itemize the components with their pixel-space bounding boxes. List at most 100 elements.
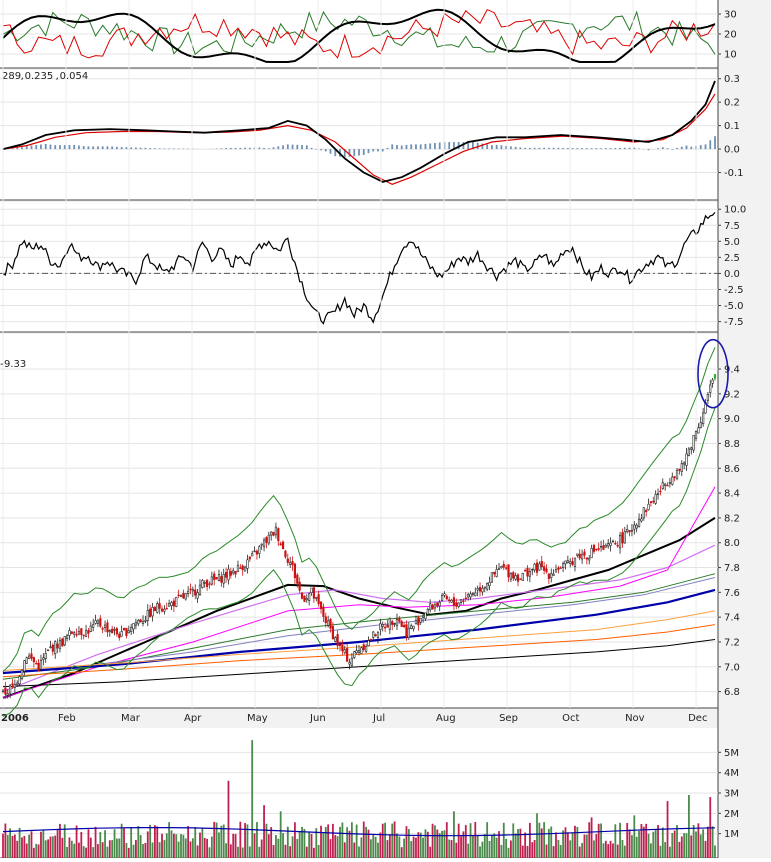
candle-body (280, 544, 282, 545)
candle-body (100, 619, 102, 627)
price-tick-label: 9.4 (724, 365, 740, 376)
volume-bar (534, 840, 536, 858)
volume-bar (553, 846, 555, 858)
candle-body (434, 605, 436, 608)
candle-body (337, 634, 339, 645)
candle-body (332, 626, 334, 639)
candle-body (372, 632, 374, 637)
candle-body (216, 577, 218, 579)
macd-histogram-bar (116, 147, 118, 149)
volume-bar (614, 824, 616, 858)
candle-body (707, 394, 709, 400)
candle-body (527, 568, 529, 576)
candle-body (534, 564, 536, 570)
macd-tick-label: 0.3 (724, 74, 740, 85)
volume-bar (536, 813, 538, 858)
candle-body (380, 623, 382, 629)
candle-body (429, 604, 431, 610)
candle-body (232, 571, 234, 573)
volume-bar (420, 833, 422, 858)
volume-bar (372, 834, 374, 858)
volume-bar (21, 837, 23, 858)
volume-bar (4, 824, 6, 858)
volume-bar (648, 834, 650, 858)
price-tick-label: 8.6 (724, 464, 740, 475)
candle-body (558, 568, 560, 570)
candle-body (643, 508, 645, 518)
candle-body (268, 535, 270, 543)
macd-histogram-bar (73, 145, 75, 149)
candle-body (152, 607, 154, 615)
macd-histogram-bar (330, 149, 332, 154)
candle-body (501, 566, 503, 567)
volume-bar (375, 837, 377, 858)
volume-bar (484, 834, 486, 858)
volume-bar (543, 822, 545, 858)
macd-histogram-bar (59, 145, 61, 149)
macd-histogram-bar (353, 149, 355, 156)
volume-bar (123, 828, 125, 858)
volume-bar (42, 830, 44, 858)
candle-body (247, 560, 249, 569)
candle-body (451, 600, 453, 602)
candle-body (591, 548, 593, 557)
candle-body (116, 629, 118, 635)
macd-histogram-bar (529, 148, 531, 149)
candle-body (572, 562, 574, 565)
volume-bar (527, 846, 529, 858)
candle-body (657, 494, 659, 495)
volume-bar (422, 838, 424, 858)
price-tick-label: 8.0 (724, 538, 740, 549)
price-tick-label: 7.8 (724, 563, 740, 574)
macd-histogram-bar (111, 146, 113, 149)
volume-bar (683, 833, 685, 858)
candle-body (349, 663, 351, 664)
candle-body (223, 574, 225, 583)
volume-bar (161, 834, 163, 858)
candle-body (14, 684, 16, 687)
candle-body (318, 595, 320, 604)
candle-body (175, 597, 177, 606)
macd-histogram-bar (534, 148, 536, 149)
volume-bar (562, 830, 564, 858)
macd-histogram-bar (78, 145, 80, 149)
macd-histogram-bar (145, 148, 147, 149)
candle-body (577, 554, 579, 556)
volume-bar (173, 834, 175, 858)
volume-bar (415, 838, 417, 858)
volume-bar (325, 827, 327, 858)
candle-body (59, 640, 61, 648)
candle-body (135, 622, 137, 625)
candle-body (263, 540, 265, 546)
macd-histogram-bar (686, 146, 688, 150)
volume-bar (638, 831, 640, 858)
candle-body (85, 631, 87, 637)
candle-body (418, 617, 420, 625)
volume-bar (116, 839, 118, 858)
candle-body (137, 620, 139, 623)
volume-bar (572, 832, 574, 858)
macd-histogram-bar (178, 149, 180, 150)
volume-bar (97, 844, 99, 858)
volume-bar (550, 827, 552, 858)
macd-histogram-bar (35, 145, 37, 149)
price-tick-label: 7.4 (724, 613, 740, 624)
candle-body (28, 656, 30, 659)
volume-bar (220, 826, 222, 858)
volume-bar (482, 842, 484, 858)
candle-body (194, 590, 196, 595)
candle-body (539, 564, 541, 570)
volume-bar (693, 825, 695, 858)
x-axis-label: Nov (625, 713, 645, 724)
macd-histogram-bar (700, 145, 702, 149)
candle-body (323, 607, 325, 617)
volume-bar (517, 829, 519, 858)
candle-body (259, 547, 261, 554)
candle-body (342, 645, 344, 650)
adx-tick-label: 10 (724, 50, 737, 61)
volume-bar (182, 835, 184, 858)
volume-bar (31, 831, 33, 858)
candle-body (669, 482, 671, 483)
oscillator-tick-label: 10.0 (724, 205, 746, 216)
candle-body (477, 588, 479, 590)
